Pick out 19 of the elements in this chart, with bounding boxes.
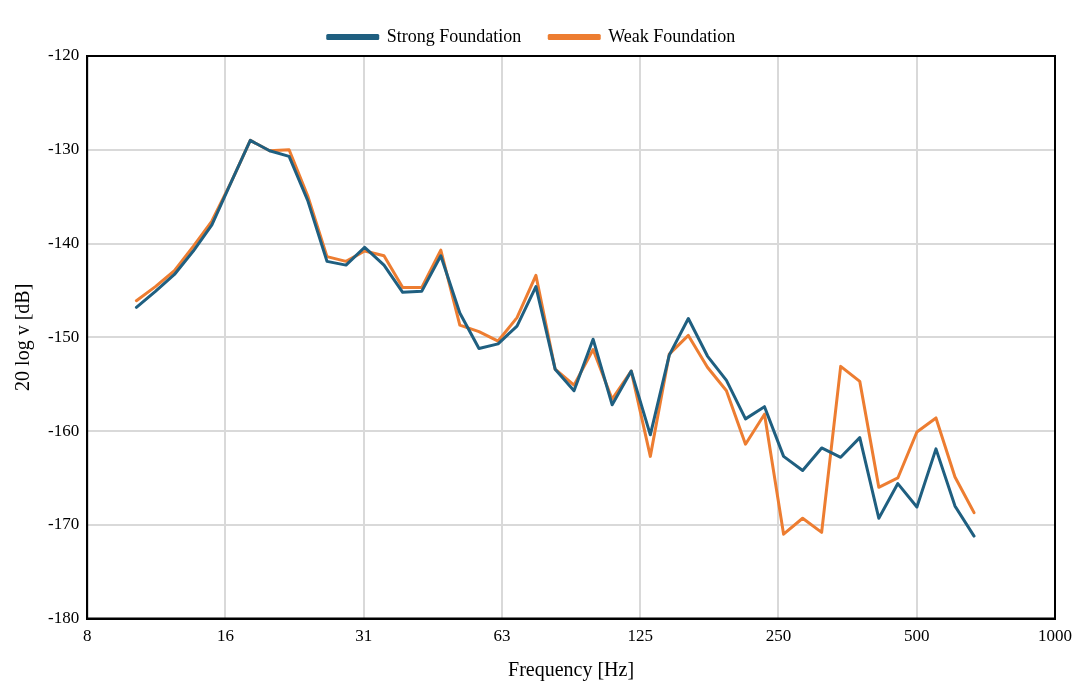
y-tick-label: -120	[47, 45, 80, 65]
x-tick-label: 16	[216, 626, 234, 646]
y-tick-label: -150	[47, 326, 80, 346]
legend-label: Weak Foundation	[608, 25, 736, 46]
y-tick-label: -160	[47, 420, 80, 440]
x-tick-label: 8	[82, 626, 92, 646]
y-tick-label: -170	[47, 514, 80, 534]
y-tick-label: -130	[47, 139, 80, 159]
x-axis-title: Frequency [Hz]	[508, 658, 635, 682]
y-axis-title: 20 log v [dB]	[11, 283, 35, 391]
y-tick-label: -180	[47, 608, 80, 628]
x-tick-label: 250	[765, 626, 792, 646]
x-tick-label: 63	[493, 626, 511, 646]
x-tick-label: 500	[903, 626, 930, 646]
x-tick-label: 125	[627, 626, 653, 646]
y-tick-label: -140	[47, 233, 80, 252]
x-tick-label: 31	[355, 626, 373, 646]
legend-label: Strong Foundation	[386, 25, 522, 46]
x-tick-label: 1000	[1038, 626, 1072, 646]
